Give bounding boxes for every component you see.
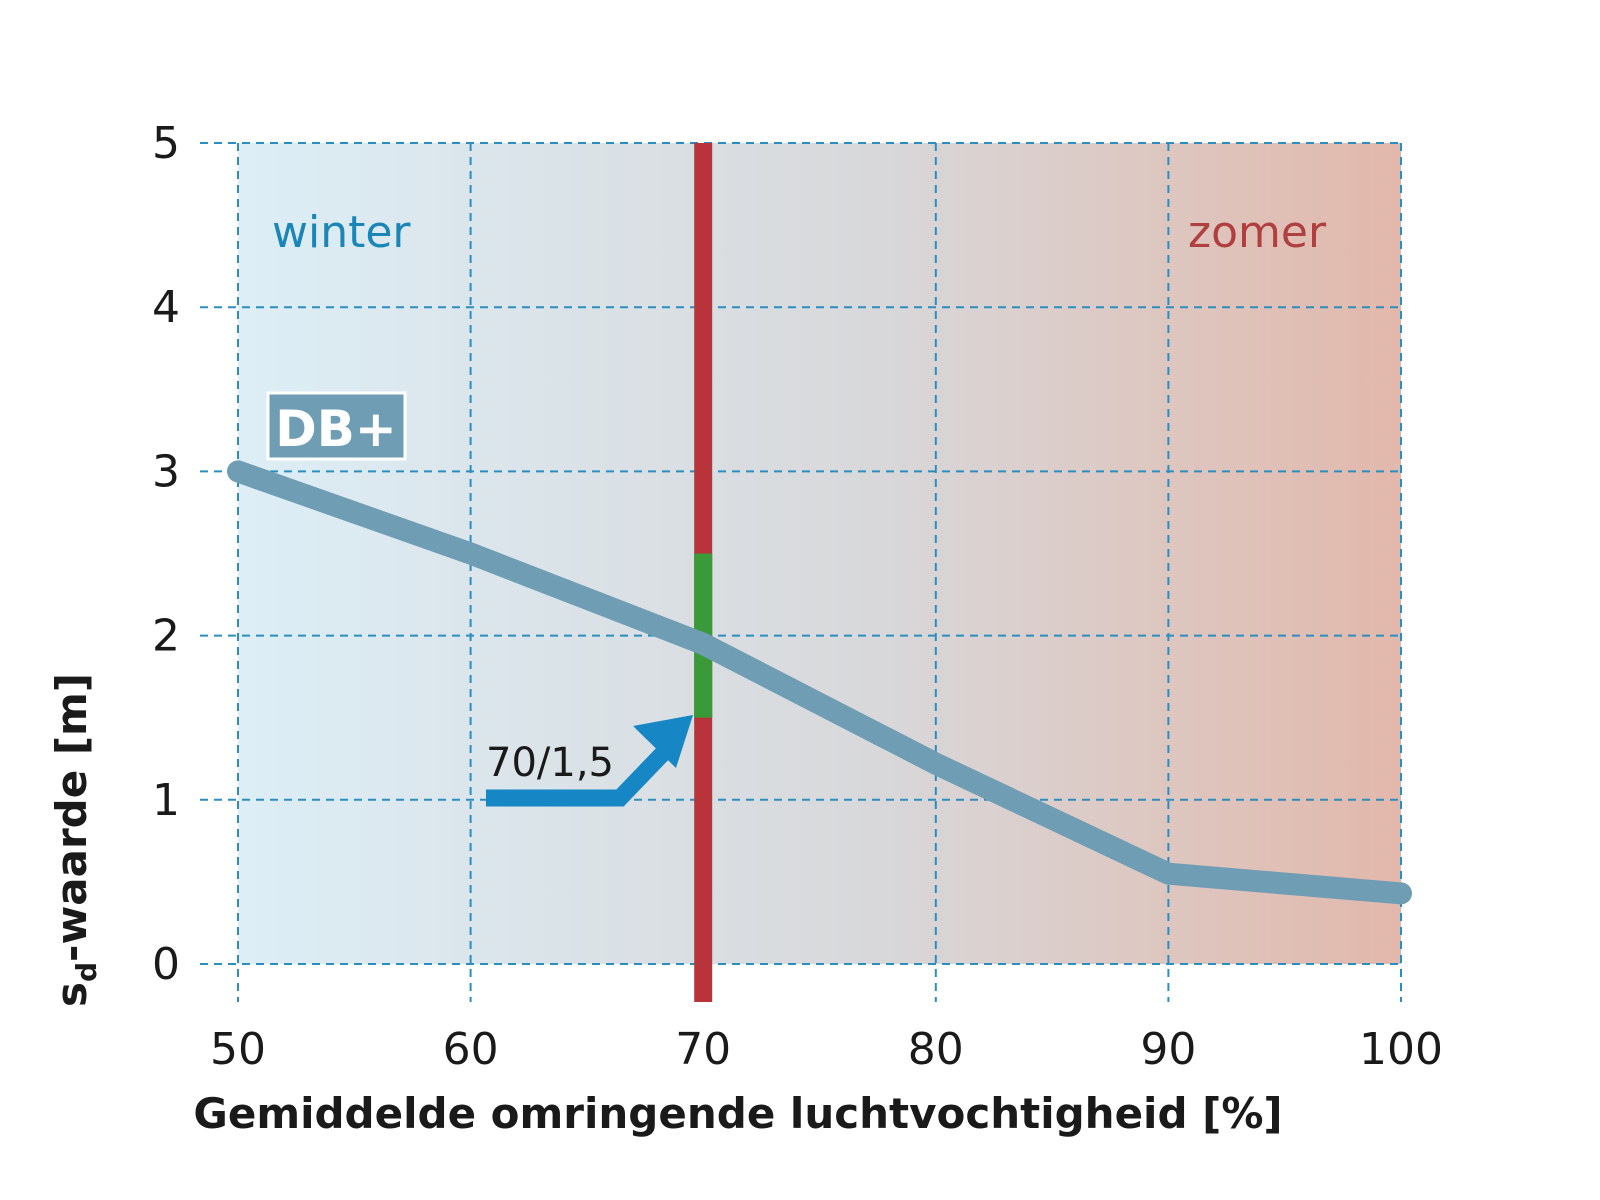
x-tick-label: 50 [210,1024,266,1075]
db-plus-label-box: DB+ [266,391,407,461]
y-axis-title-main: s [47,982,96,1007]
y-axis-title: sd-waarde [m] [47,673,103,1007]
marker-arrow [486,715,693,807]
marker-70-bar [694,143,713,1002]
x-axis-title: Gemiddelde omringende luchtvochtigheid [… [193,1089,1282,1138]
y-tick-label: 1 [152,775,180,826]
winter-label: winter [272,207,411,258]
y-tick-label: 4 [152,282,180,333]
y-tick-label: 0 [152,939,180,990]
x-tick-label: 60 [443,1024,499,1075]
db-plus-label: DB+ [275,400,397,458]
db-plus-line [227,460,1412,905]
zomer-label: zomer [1188,207,1327,258]
y-axis-title-sub: d [70,962,103,982]
y-tick-label: 2 [152,611,180,662]
y-tick-label: 3 [152,446,180,497]
x-axis-ticks: 50 60 70 80 90 100 [210,1024,1443,1075]
plot-background [238,143,1401,964]
x-tick-label: 80 [908,1024,964,1075]
y-axis-ticks: 0 1 2 3 4 5 [152,118,180,990]
marker-label: 70/1,5 [486,740,614,786]
x-tick-label: 70 [675,1024,731,1075]
x-tick-label: 90 [1140,1024,1196,1075]
y-axis-title-rest: -waarde [m] [47,673,96,962]
x-tick-label: 100 [1359,1024,1443,1075]
y-tick-label: 5 [152,118,180,169]
